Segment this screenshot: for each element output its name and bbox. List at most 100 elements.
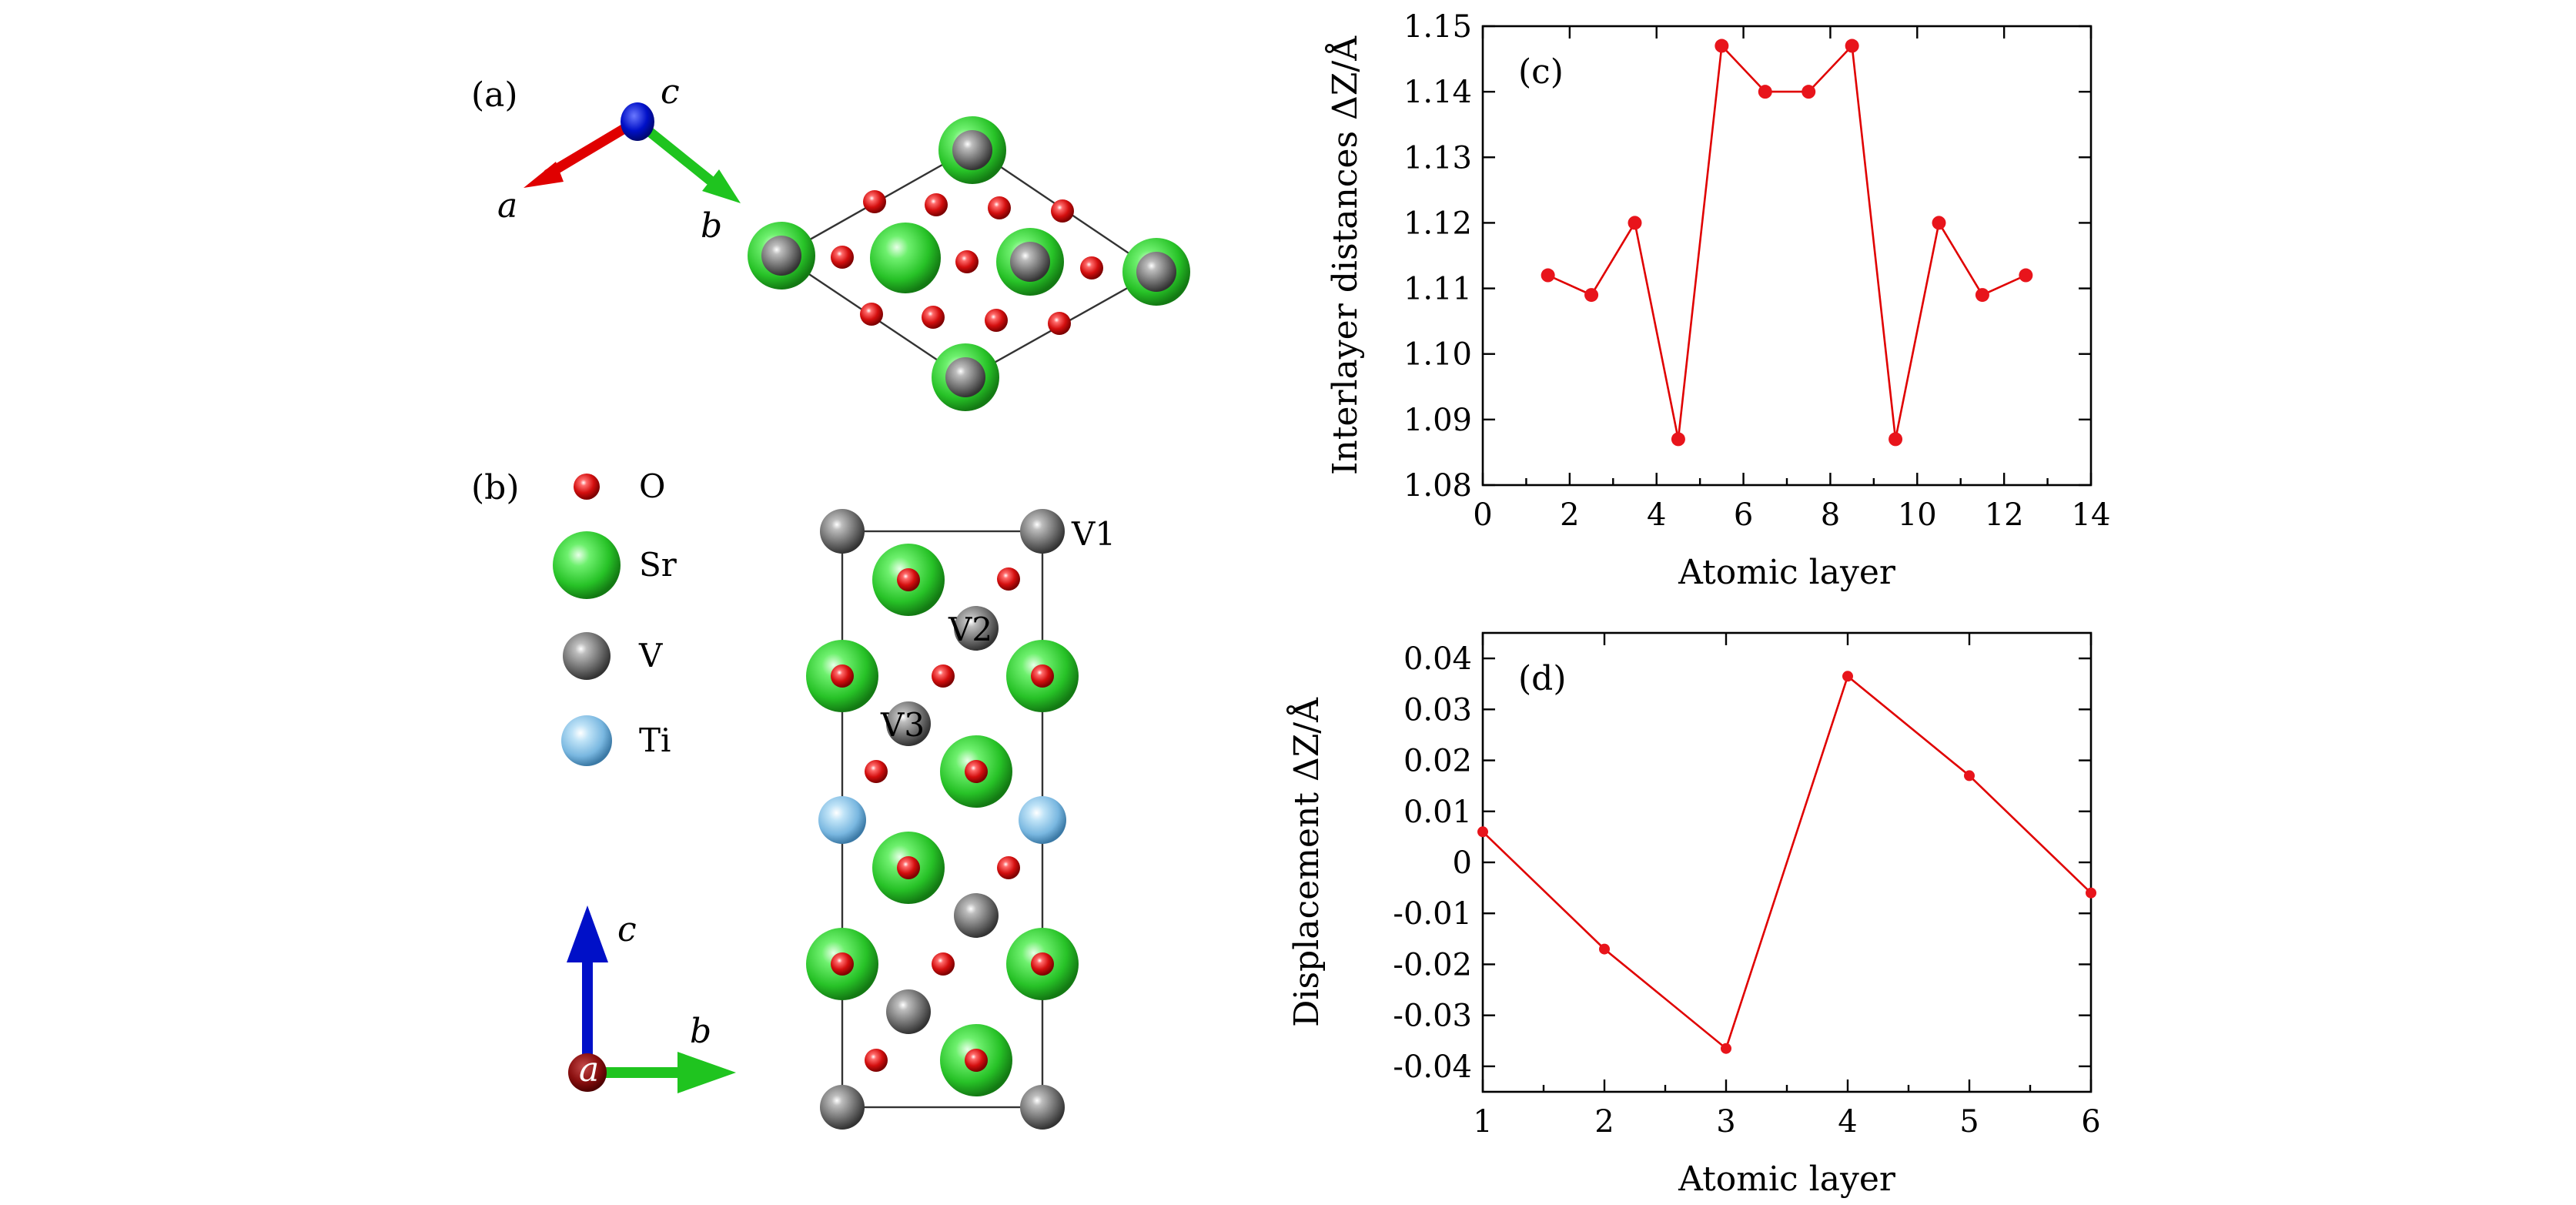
y-ticks-c: 1.08 1.09 1.10 1.11 1.12 1.13 1.14 1.15 — [1403, 9, 2091, 504]
axis-b-arrow-icon — [702, 169, 741, 203]
v-atom — [820, 509, 865, 554]
axis-c-arrow-icon — [567, 905, 608, 962]
x-tick-label: 2 — [1594, 1104, 1614, 1140]
data-point — [1628, 216, 1642, 230]
y-tick-label: 1.10 — [1403, 337, 1472, 373]
ti-atom — [818, 796, 866, 844]
legend-label-ti: Ti — [639, 721, 671, 759]
series-d — [1477, 671, 2096, 1054]
axis-letter-c-side: c — [617, 910, 637, 949]
data-point — [1721, 1043, 1731, 1054]
o-atom — [932, 952, 955, 976]
y-tick-label: 1.13 — [1403, 140, 1472, 176]
axis-a-dot-icon — [568, 1053, 607, 1092]
plot-frame-c — [1481, 25, 2093, 487]
legend: O Sr V Ti — [553, 467, 677, 766]
y-tick-label: 0.03 — [1403, 692, 1472, 728]
o-atom — [985, 309, 1008, 332]
o-atom — [831, 952, 854, 976]
site-label-v3: V3 — [880, 706, 925, 744]
v-atom — [1020, 1085, 1065, 1130]
axis-letter-b-top: b — [701, 206, 722, 246]
v-atom — [952, 130, 992, 170]
o-atom — [863, 190, 886, 213]
ti-legend-icon — [561, 715, 612, 766]
y-tick-label: 0.01 — [1403, 795, 1472, 830]
x-tick-label: 6 — [2081, 1104, 2100, 1140]
o-atom — [1031, 952, 1054, 976]
y-tick-label: 1.14 — [1403, 75, 1472, 110]
data-point — [1932, 216, 1946, 230]
o-atom — [897, 856, 920, 879]
ti-atom — [1019, 796, 1066, 844]
legend-label-o: O — [639, 467, 665, 505]
panel-label-d: (d) — [1518, 659, 1567, 698]
o-legend-icon — [574, 474, 600, 500]
site-label-v2: V2 — [948, 611, 992, 648]
x-tick-label: 0 — [1473, 497, 1492, 533]
axis-letter-b-side: b — [690, 1012, 711, 1051]
x-tick-label: 6 — [1734, 497, 1753, 533]
data-point — [1599, 943, 1610, 955]
data-point — [2086, 887, 2096, 899]
x-tick-label: 3 — [1716, 1104, 1735, 1140]
y-axis-label-c: Interlayer distances ΔZ/Å — [1324, 35, 1365, 475]
chart-c: (c) Atomic layer Interlayer distances ΔZ… — [1324, 9, 2110, 592]
o-atom — [997, 856, 1020, 879]
o-atom — [897, 568, 920, 591]
x-ticks-d: 1 2 3 4 5 6 — [1473, 633, 2101, 1140]
data-point — [1964, 770, 1975, 782]
data-point — [1715, 38, 1729, 53]
axis-letter-c-top: c — [661, 72, 680, 112]
chart-d: (d) Atomic layer Displacement ΔZ/Å 1 2 3 4 5… — [1286, 631, 2101, 1199]
legend-item-o: O — [574, 467, 665, 505]
x-tick-label: 5 — [1959, 1104, 1979, 1140]
o-atom — [1080, 256, 1103, 279]
v-atom — [886, 701, 931, 746]
x-axis-label-d: Atomic layer — [1678, 1160, 1896, 1199]
sr-atom — [870, 223, 941, 293]
legend-label-v: V — [638, 637, 663, 674]
o-atom — [860, 303, 883, 326]
y-axis-label-d: Displacement ΔZ/Å — [1286, 697, 1326, 1027]
x-tick-label: 14 — [2072, 497, 2111, 533]
o-atom — [831, 664, 854, 688]
panel-a: (a) c a b — [471, 72, 1190, 411]
o-atom — [965, 760, 988, 783]
v-atom — [820, 1085, 865, 1130]
v-legend-icon — [563, 632, 611, 680]
o-atom — [932, 664, 955, 688]
data-point — [1671, 432, 1685, 447]
x-ticks-c: 0 2 4 6 8 10 12 14 — [1473, 26, 2110, 533]
y-tick-label: 1.12 — [1403, 206, 1472, 241]
y-tick-label: 1.15 — [1403, 9, 1472, 45]
v-atom — [954, 606, 999, 651]
o-atom — [831, 246, 854, 269]
o-atom — [1051, 199, 1074, 223]
v-atom — [1020, 509, 1065, 554]
side-view-structure: V1 V2 V3 — [806, 509, 1116, 1130]
data-point — [1802, 85, 1816, 99]
panel-b: (b) O Sr V Ti c — [471, 467, 1116, 1130]
series-line — [1547, 43, 2026, 440]
data-point — [1842, 671, 1853, 682]
sr-legend-icon — [553, 531, 621, 599]
o-atom — [988, 196, 1011, 219]
v-atom — [1010, 242, 1050, 282]
y-tick-label: 1.08 — [1403, 468, 1472, 504]
y-tick-label: 1.09 — [1403, 403, 1472, 438]
axis-letter-a-top: a — [497, 186, 517, 226]
data-point — [1889, 432, 1903, 447]
data-point — [2019, 268, 2033, 283]
y-ticks-d: 0.04 0.03 0.02 0.01 0 -0.01 -0.02 -0.03 -0.04 — [1393, 641, 2091, 1085]
oxygen-atoms-top — [831, 190, 1103, 335]
axis-c-dot-icon — [621, 102, 654, 141]
legend-label-sr: Sr — [639, 546, 677, 584]
y-tick-label: 0 — [1453, 845, 1472, 881]
site-label-v1: V1 — [1071, 515, 1116, 553]
series-c — [1541, 38, 2033, 447]
data-point — [1477, 826, 1488, 838]
o-atom — [955, 250, 979, 273]
x-tick-label: 12 — [1985, 497, 2024, 533]
o-atom — [965, 1049, 988, 1072]
